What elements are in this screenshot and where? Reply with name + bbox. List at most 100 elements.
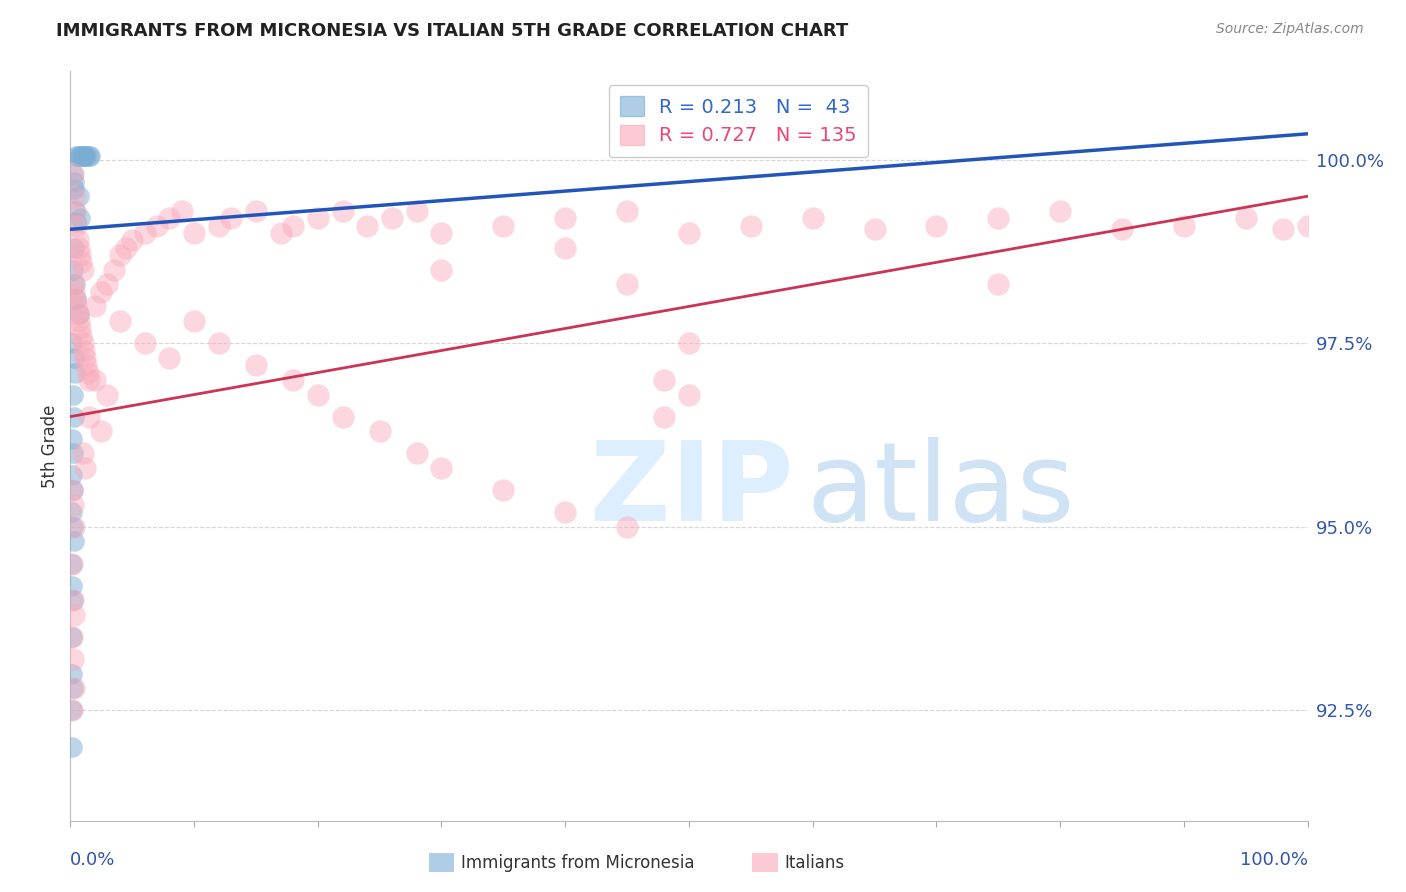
Point bbox=[62, 652, 84, 666]
Point bbox=[307, 211, 329, 226]
Point bbox=[170, 203, 193, 218]
Point bbox=[73, 343, 96, 358]
Point bbox=[65, 277, 87, 292]
Point bbox=[183, 226, 205, 240]
Point bbox=[65, 203, 87, 218]
Text: Source: ZipAtlas.com: Source: ZipAtlas.com bbox=[1216, 22, 1364, 37]
Point bbox=[60, 630, 83, 644]
Point bbox=[281, 373, 304, 387]
Point bbox=[84, 300, 107, 314]
Point bbox=[616, 203, 638, 218]
Point bbox=[103, 262, 125, 277]
Point bbox=[121, 233, 143, 247]
Point bbox=[1173, 219, 1195, 233]
Point bbox=[219, 211, 242, 226]
Point bbox=[925, 219, 948, 233]
Point bbox=[65, 149, 87, 163]
Point bbox=[62, 387, 84, 401]
Point bbox=[62, 167, 84, 181]
Point bbox=[1296, 219, 1319, 233]
Point bbox=[63, 534, 86, 549]
Point bbox=[63, 607, 86, 622]
Point bbox=[75, 358, 97, 372]
Point bbox=[356, 219, 378, 233]
Point bbox=[554, 211, 576, 226]
Point bbox=[63, 241, 86, 255]
Point bbox=[67, 241, 90, 255]
Point bbox=[96, 277, 118, 292]
Text: 100.0%: 100.0% bbox=[1240, 851, 1308, 869]
Point bbox=[115, 241, 138, 255]
Point bbox=[60, 336, 83, 351]
Point bbox=[678, 226, 700, 240]
Point bbox=[678, 336, 700, 351]
Point bbox=[65, 203, 87, 218]
Point bbox=[616, 277, 638, 292]
Point bbox=[863, 222, 886, 236]
Point bbox=[75, 149, 97, 163]
Text: Immigrants from Micronesia: Immigrants from Micronesia bbox=[461, 854, 695, 871]
Point bbox=[63, 285, 86, 299]
Point bbox=[63, 409, 86, 424]
Point bbox=[108, 314, 131, 328]
Point bbox=[62, 262, 84, 277]
Point bbox=[72, 336, 94, 351]
Point bbox=[430, 461, 453, 475]
Point bbox=[270, 226, 292, 240]
Point bbox=[62, 277, 84, 292]
Point bbox=[66, 233, 89, 247]
Point bbox=[1049, 203, 1071, 218]
Point bbox=[60, 483, 83, 497]
Point bbox=[62, 593, 84, 607]
Point bbox=[90, 425, 112, 439]
Point bbox=[63, 351, 86, 365]
Point bbox=[69, 248, 91, 262]
Text: IMMIGRANTS FROM MICRONESIA VS ITALIAN 5TH GRADE CORRELATION CHART: IMMIGRANTS FROM MICRONESIA VS ITALIAN 5T… bbox=[56, 22, 848, 40]
Y-axis label: 5th Grade: 5th Grade bbox=[41, 404, 59, 488]
Point bbox=[60, 557, 83, 571]
Point bbox=[1271, 222, 1294, 236]
Point bbox=[75, 149, 97, 163]
Point bbox=[63, 681, 86, 696]
Point bbox=[60, 630, 83, 644]
Point bbox=[65, 300, 87, 314]
Point bbox=[65, 292, 87, 306]
Point bbox=[801, 211, 824, 226]
Point bbox=[245, 203, 267, 218]
Point bbox=[63, 189, 86, 203]
Point bbox=[72, 149, 94, 163]
Point bbox=[281, 219, 304, 233]
Point bbox=[60, 740, 83, 755]
Point bbox=[76, 366, 98, 380]
Point bbox=[146, 219, 169, 233]
Point bbox=[72, 262, 94, 277]
Point bbox=[134, 226, 156, 240]
Point bbox=[652, 373, 675, 387]
Point bbox=[430, 262, 453, 277]
Point bbox=[62, 593, 84, 607]
Point bbox=[96, 387, 118, 401]
Point bbox=[72, 446, 94, 460]
Point bbox=[60, 557, 83, 571]
Point bbox=[405, 203, 427, 218]
Point bbox=[62, 520, 84, 534]
Point bbox=[63, 520, 86, 534]
Point bbox=[66, 307, 89, 321]
Text: 0.0%: 0.0% bbox=[70, 851, 115, 869]
Point bbox=[69, 321, 91, 335]
Point bbox=[67, 314, 90, 328]
Point bbox=[652, 409, 675, 424]
Point bbox=[69, 149, 91, 163]
Point bbox=[79, 149, 101, 163]
Point bbox=[554, 241, 576, 255]
Point bbox=[77, 373, 100, 387]
Point bbox=[70, 328, 93, 343]
Point bbox=[108, 248, 131, 262]
Point bbox=[381, 211, 404, 226]
Point bbox=[208, 336, 231, 351]
Point bbox=[70, 255, 93, 269]
Point bbox=[90, 285, 112, 299]
Point bbox=[492, 483, 515, 497]
Point bbox=[62, 446, 84, 460]
Point bbox=[84, 373, 107, 387]
